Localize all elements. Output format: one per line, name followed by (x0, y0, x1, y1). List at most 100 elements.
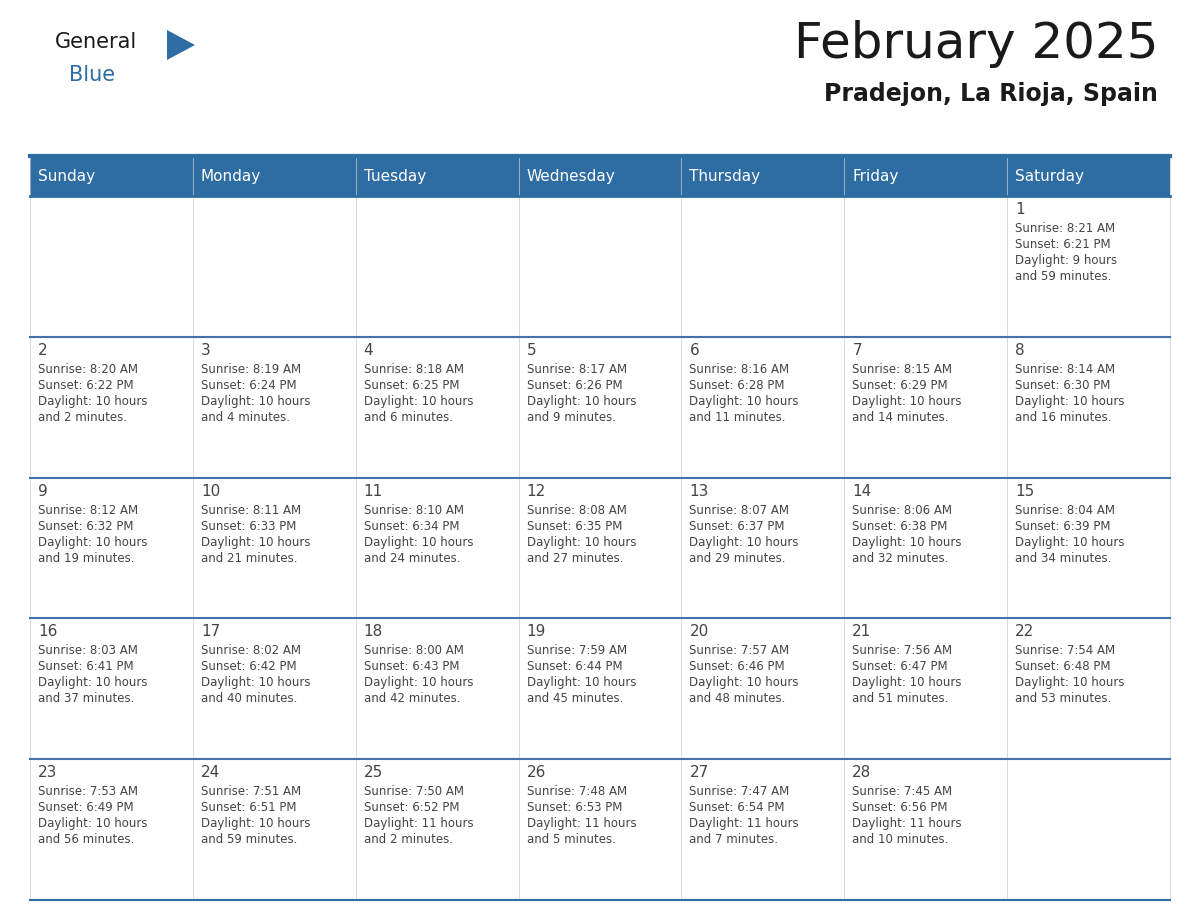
Text: 20: 20 (689, 624, 709, 640)
Text: February 2025: February 2025 (794, 20, 1158, 68)
Bar (682, 619, 845, 759)
Text: 17: 17 (201, 624, 220, 640)
Bar (1007, 619, 1170, 759)
Bar (30, 619, 192, 759)
Text: Daylight: 10 hours: Daylight: 10 hours (689, 535, 798, 549)
Text: 5: 5 (526, 342, 536, 358)
Bar (192, 196, 355, 337)
Text: Sunset: 6:30 PM: Sunset: 6:30 PM (1015, 379, 1111, 392)
Text: Daylight: 11 hours: Daylight: 11 hours (852, 817, 962, 830)
Bar (1007, 759, 1170, 900)
Text: Sunrise: 7:45 AM: Sunrise: 7:45 AM (852, 785, 953, 798)
Bar (355, 337, 519, 477)
Text: Sunrise: 8:18 AM: Sunrise: 8:18 AM (364, 363, 463, 375)
Text: Sunrise: 7:51 AM: Sunrise: 7:51 AM (201, 785, 301, 798)
Text: Sunset: 6:33 PM: Sunset: 6:33 PM (201, 520, 296, 532)
Text: Sunset: 6:54 PM: Sunset: 6:54 PM (689, 801, 785, 814)
Text: Tuesday: Tuesday (364, 169, 426, 184)
Text: Daylight: 10 hours: Daylight: 10 hours (1015, 395, 1125, 408)
Text: Daylight: 10 hours: Daylight: 10 hours (526, 395, 636, 408)
Bar (519, 759, 682, 900)
Text: Sunrise: 8:15 AM: Sunrise: 8:15 AM (852, 363, 953, 375)
Text: Sunrise: 8:10 AM: Sunrise: 8:10 AM (364, 504, 463, 517)
Text: Sunrise: 7:53 AM: Sunrise: 7:53 AM (38, 785, 138, 798)
Text: Sunset: 6:35 PM: Sunset: 6:35 PM (526, 520, 623, 532)
Bar (682, 477, 845, 619)
Text: and 19 minutes.: and 19 minutes. (38, 552, 134, 565)
Bar (355, 759, 519, 900)
Text: 11: 11 (364, 484, 383, 498)
Bar (355, 619, 519, 759)
Text: Daylight: 10 hours: Daylight: 10 hours (364, 535, 473, 549)
Text: Sunrise: 7:57 AM: Sunrise: 7:57 AM (689, 644, 790, 657)
Bar (519, 196, 682, 337)
Text: Sunrise: 7:50 AM: Sunrise: 7:50 AM (364, 785, 463, 798)
Text: Sunrise: 8:03 AM: Sunrise: 8:03 AM (38, 644, 138, 657)
Bar (682, 337, 845, 477)
Text: Daylight: 11 hours: Daylight: 11 hours (526, 817, 637, 830)
Bar (30, 759, 192, 900)
Text: Sunrise: 8:17 AM: Sunrise: 8:17 AM (526, 363, 627, 375)
Text: and 59 minutes.: and 59 minutes. (201, 834, 297, 846)
Text: 12: 12 (526, 484, 545, 498)
Text: and 59 minutes.: and 59 minutes. (1015, 270, 1112, 283)
Bar (355, 196, 519, 337)
Text: Daylight: 10 hours: Daylight: 10 hours (526, 677, 636, 689)
Text: Sunset: 6:47 PM: Sunset: 6:47 PM (852, 660, 948, 674)
Text: Sunrise: 7:47 AM: Sunrise: 7:47 AM (689, 785, 790, 798)
Text: Sunrise: 7:54 AM: Sunrise: 7:54 AM (1015, 644, 1116, 657)
Text: Daylight: 10 hours: Daylight: 10 hours (201, 535, 310, 549)
Bar (845, 196, 1007, 337)
Text: Sunset: 6:29 PM: Sunset: 6:29 PM (852, 379, 948, 392)
Text: and 6 minutes.: and 6 minutes. (364, 410, 453, 424)
Text: Sunset: 6:26 PM: Sunset: 6:26 PM (526, 379, 623, 392)
Text: 28: 28 (852, 766, 872, 780)
Text: 10: 10 (201, 484, 220, 498)
Text: Sunset: 6:46 PM: Sunset: 6:46 PM (689, 660, 785, 674)
Text: Sunset: 6:43 PM: Sunset: 6:43 PM (364, 660, 460, 674)
Text: Sunset: 6:39 PM: Sunset: 6:39 PM (1015, 520, 1111, 532)
Text: and 53 minutes.: and 53 minutes. (1015, 692, 1112, 705)
Text: Sunrise: 8:12 AM: Sunrise: 8:12 AM (38, 504, 138, 517)
Text: and 56 minutes.: and 56 minutes. (38, 834, 134, 846)
Text: Sunset: 6:32 PM: Sunset: 6:32 PM (38, 520, 133, 532)
Text: and 21 minutes.: and 21 minutes. (201, 552, 297, 565)
Text: Sunrise: 8:20 AM: Sunrise: 8:20 AM (38, 363, 138, 375)
Text: and 48 minutes.: and 48 minutes. (689, 692, 785, 705)
Text: Daylight: 10 hours: Daylight: 10 hours (201, 395, 310, 408)
Text: 25: 25 (364, 766, 383, 780)
Text: General: General (55, 32, 138, 52)
Text: Sunset: 6:28 PM: Sunset: 6:28 PM (689, 379, 785, 392)
Bar (682, 196, 845, 337)
Text: Daylight: 10 hours: Daylight: 10 hours (852, 535, 962, 549)
Text: and 40 minutes.: and 40 minutes. (201, 692, 297, 705)
Text: Sunset: 6:56 PM: Sunset: 6:56 PM (852, 801, 948, 814)
Text: Sunset: 6:37 PM: Sunset: 6:37 PM (689, 520, 785, 532)
Text: 21: 21 (852, 624, 872, 640)
Text: 27: 27 (689, 766, 709, 780)
Text: and 5 minutes.: and 5 minutes. (526, 834, 615, 846)
Bar (30, 337, 192, 477)
Text: and 7 minutes.: and 7 minutes. (689, 834, 778, 846)
Text: Sunrise: 8:11 AM: Sunrise: 8:11 AM (201, 504, 301, 517)
Text: Daylight: 10 hours: Daylight: 10 hours (526, 535, 636, 549)
Text: 4: 4 (364, 342, 373, 358)
Text: Sunset: 6:42 PM: Sunset: 6:42 PM (201, 660, 297, 674)
Text: Sunrise: 7:56 AM: Sunrise: 7:56 AM (852, 644, 953, 657)
Text: Sunset: 6:34 PM: Sunset: 6:34 PM (364, 520, 460, 532)
Text: Sunset: 6:38 PM: Sunset: 6:38 PM (852, 520, 948, 532)
Text: Daylight: 10 hours: Daylight: 10 hours (689, 395, 798, 408)
Text: Sunrise: 8:06 AM: Sunrise: 8:06 AM (852, 504, 953, 517)
Text: Sunday: Sunday (38, 169, 95, 184)
Text: Sunset: 6:24 PM: Sunset: 6:24 PM (201, 379, 297, 392)
Text: 3: 3 (201, 342, 210, 358)
Bar (192, 619, 355, 759)
Text: Daylight: 10 hours: Daylight: 10 hours (689, 677, 798, 689)
Text: 22: 22 (1015, 624, 1035, 640)
Text: Daylight: 10 hours: Daylight: 10 hours (201, 817, 310, 830)
Text: 2: 2 (38, 342, 48, 358)
Text: and 24 minutes.: and 24 minutes. (364, 552, 460, 565)
Text: Sunset: 6:21 PM: Sunset: 6:21 PM (1015, 238, 1111, 251)
Text: and 37 minutes.: and 37 minutes. (38, 692, 134, 705)
Text: Blue: Blue (69, 65, 115, 85)
